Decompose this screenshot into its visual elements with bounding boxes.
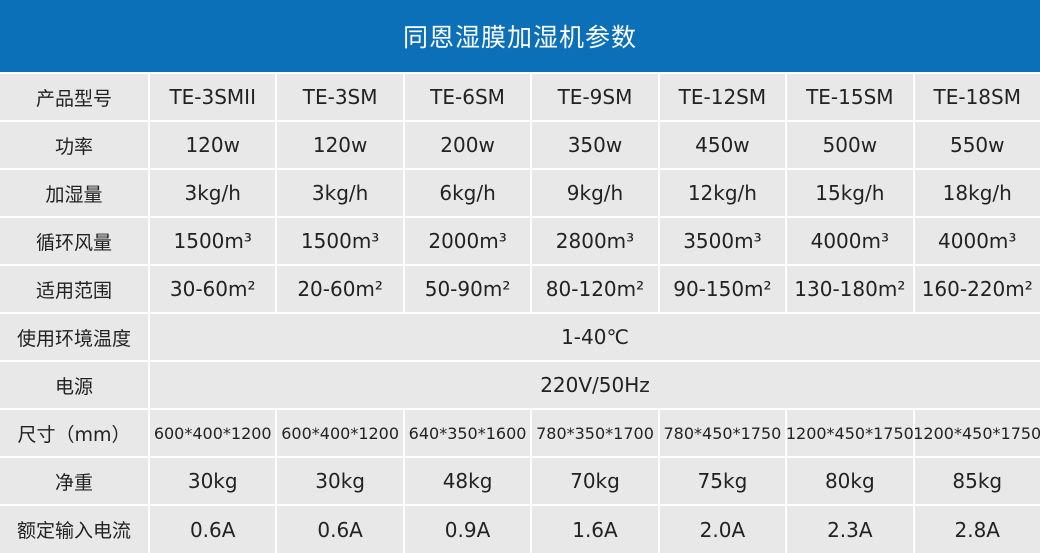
table-row-airflow: 循环风量 1500m³ 1500m³ 2000m³ 2800m³ 3500m³ … [0,218,1040,264]
table-cell: 2.3A [787,506,913,553]
table-cell: 550w [914,122,1040,168]
table-cell: 20-60m² [277,266,403,312]
table-cell: 2000m³ [404,218,531,264]
row-label: 加湿量 [0,170,148,216]
row-label: 使用环境温度 [0,314,148,360]
table-row-power: 功率 120w 120w 200w 350w 450w 500w 550w [0,122,1040,168]
table-cell: 3kg/h [277,170,403,216]
table-cell: TE-9SM [532,74,658,120]
table-cell: 18kg/h [914,170,1040,216]
table-row-dimensions: 尺寸（mm） 600*400*1200 600*400*1200 640*350… [0,410,1040,456]
table-cell: 1200*450*1750 [787,410,913,456]
table-cell: 350w [532,122,658,168]
table-cell: 1500m³ [277,218,403,264]
table-cell: 3kg/h [150,170,276,216]
table-cell: TE-12SM [659,74,786,120]
table-cell: 85kg [914,458,1040,504]
table-cell: 160-220m² [914,266,1040,312]
table-cell: 500w [787,122,913,168]
table-cell: 50-90m² [404,266,531,312]
table-cell: 4000m³ [914,218,1040,264]
table-cell: 75kg [659,458,786,504]
table-cell: 120w [277,122,403,168]
table-cell: 130-180m² [787,266,913,312]
row-label: 电源 [0,362,148,408]
table-row-model: 产品型号 TE-3SMII TE-3SM TE-6SM TE-9SM TE-12… [0,74,1040,120]
table-row-humidification: 加湿量 3kg/h 3kg/h 6kg/h 9kg/h 12kg/h 15kg/… [0,170,1040,216]
row-label: 循环风量 [0,218,148,264]
table-row-operating-temp: 使用环境温度 1-40℃ [0,314,1040,360]
table-cell: 80-120m² [532,266,658,312]
table-cell: 1.6A [532,506,658,553]
table-cell: 2.0A [659,506,786,553]
table-cell: 12kg/h [659,170,786,216]
table-cell: TE-15SM [787,74,913,120]
table-cell: 640*350*1600 [404,410,531,456]
table-cell: 4000m³ [787,218,913,264]
row-label: 产品型号 [0,74,148,120]
table-cell: TE-3SMII [150,74,276,120]
row-label: 尺寸（mm） [0,410,148,456]
table-cell: 90-150m² [659,266,786,312]
table-cell: 1500m³ [150,218,276,264]
table-cell: 450w [659,122,786,168]
table-cell: TE-3SM [277,74,403,120]
row-label: 适用范围 [0,266,148,312]
table-cell: 30kg [150,458,276,504]
table-cell: 120w [150,122,276,168]
table-cell: 600*400*1200 [150,410,276,456]
table-cell: 9kg/h [532,170,658,216]
table-cell: 2.8A [914,506,1040,553]
table-cell: 0.6A [277,506,403,553]
table-cell: 80kg [787,458,913,504]
row-label: 额定输入电流 [0,506,148,553]
table-cell: 200w [404,122,531,168]
table-row-power-supply: 电源 220V/50Hz [0,362,1040,408]
table-row-coverage: 适用范围 30-60m² 20-60m² 50-90m² 80-120m² 90… [0,266,1040,312]
table-cell-merged: 1-40℃ [150,314,1040,360]
table-cell: 780*350*1700 [532,410,658,456]
page-title: 同恩湿膜加湿机参数 [402,23,637,52]
table-cell-merged: 220V/50Hz [150,362,1040,408]
table-cell: 1200*450*1750 [914,410,1040,456]
table-title-bar: 同恩湿膜加湿机参数 [0,0,1040,72]
table-cell: 6kg/h [404,170,531,216]
table-row-rated-current: 额定输入电流 0.6A 0.6A 0.9A 1.6A 2.0A 2.3A 2.8… [0,506,1040,553]
table-cell: 30kg [277,458,403,504]
table-cell: 15kg/h [787,170,913,216]
table-cell: 70kg [532,458,658,504]
table-cell: 0.9A [404,506,531,553]
row-label: 功率 [0,122,148,168]
table-cell: 600*400*1200 [277,410,403,456]
row-label: 净重 [0,458,148,504]
table-row-net-weight: 净重 30kg 30kg 48kg 70kg 75kg 80kg 85kg [0,458,1040,504]
table-cell: TE-18SM [914,74,1040,120]
table-cell: 2800m³ [532,218,658,264]
table-cell: 48kg [404,458,531,504]
table-cell: 3500m³ [659,218,786,264]
table-cell: 30-60m² [150,266,276,312]
table-cell: 0.6A [150,506,276,553]
table-cell: 780*450*1750 [659,410,786,456]
table-cell: TE-6SM [404,74,531,120]
